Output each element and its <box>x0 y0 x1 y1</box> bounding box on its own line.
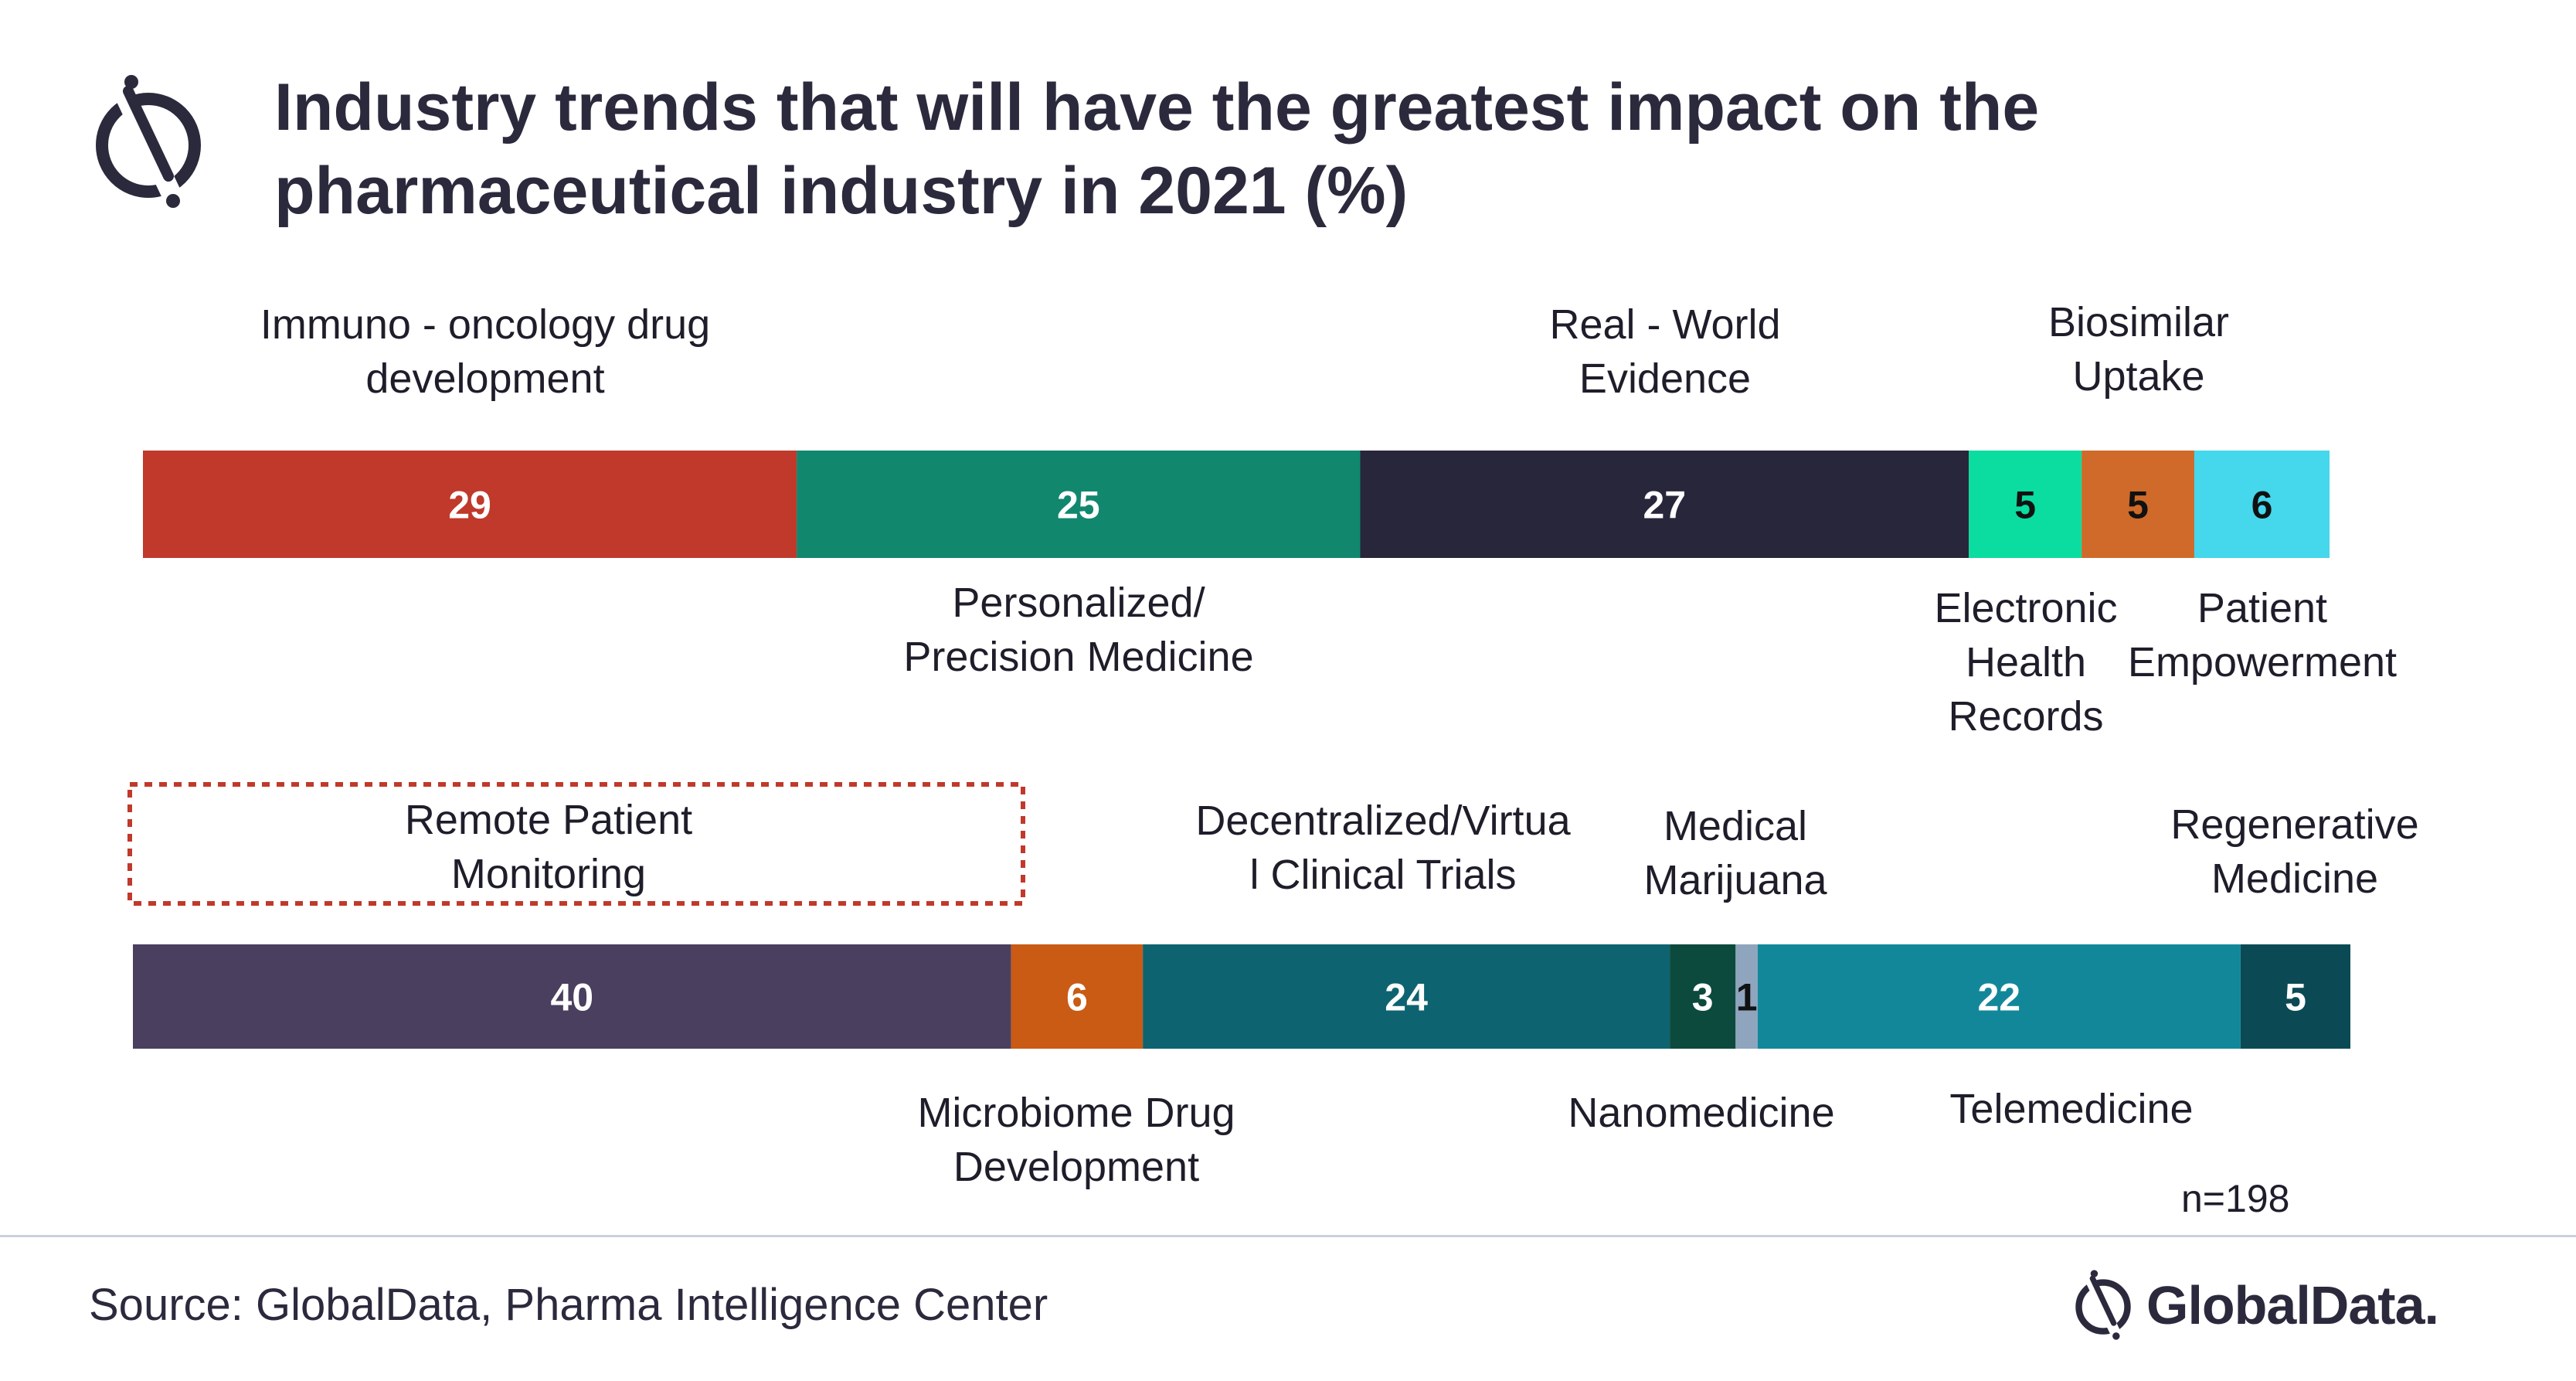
globaldata-mark-icon <box>96 75 201 209</box>
globaldata-mark-icon <box>2075 1270 2131 1340</box>
label-telemedicine: Telemedicine <box>1949 1086 2194 1132</box>
data-label-regenerative-medicine: 5 <box>2285 976 2306 1019</box>
data-label-immuno-oncology-drug-development: 29 <box>448 484 491 527</box>
bar-segment-telemedicine <box>1757 944 2241 1049</box>
label-regenerative-medicine: Regenerative Medicine <box>2170 801 2419 902</box>
data-label-nanomedicine: 1 <box>1736 976 1758 1019</box>
label-patient-empowerment: Patient Empowerment <box>2127 585 2398 685</box>
label-real-world-evidence: Real - World Evidence <box>1549 301 1781 402</box>
data-label-biosimilar-uptake: 5 <box>2127 484 2149 527</box>
label-electronic-health-records: Electronic Health Records <box>1934 585 2118 740</box>
data-label-telemedicine: 22 <box>1977 976 2020 1019</box>
bar-segment-remote-patient-monitoring <box>133 944 1011 1049</box>
chart-title-line-2: pharmaceutical industry in 2021 (%) <box>274 154 1409 228</box>
bar-segment-biosimilar-uptake <box>2082 451 2194 558</box>
label-remote-patient-monitoring: Remote Patient Monitoring <box>404 797 693 897</box>
label-personalized-medicine: Personalized/ Precision Medicine <box>903 580 1254 680</box>
label-microbiome-drug-development: Microbiome Drug Development <box>917 1090 1235 1190</box>
brand-logo: GlobalData. <box>2071 1267 2439 1343</box>
bar-segment-nanomedicine <box>1735 944 1758 1049</box>
label-nanomedicine: Nanomedicine <box>1568 1090 1835 1136</box>
footer-divider <box>0 1235 2576 1237</box>
bar-segment-personalized-precision-medicine <box>797 451 1361 558</box>
bar-segment-regenerative-medicine <box>2240 944 2350 1049</box>
label-biosimilar-uptake: Biosimilar Uptake <box>2048 299 2230 400</box>
source-text: Source: GlobalData, Pharma Intelligence … <box>89 1280 1048 1330</box>
bar-segment-real-world-evidence <box>1360 451 1969 558</box>
data-label-electronic-health-records: 5 <box>2014 484 2036 527</box>
remote-patient-monitoring-highlight-box <box>127 782 1025 906</box>
bar-segment-decentralized-virtual-clinical-trials <box>1143 944 1670 1049</box>
data-label-patient-empowerment: 6 <box>2251 484 2273 527</box>
bar-segment-immuno-oncology-drug-development <box>143 451 797 558</box>
data-label-medical-marijuana: 3 <box>1692 976 1714 1019</box>
bar-segment-medical-marijuana <box>1670 944 1736 1049</box>
bar-segment-microbiome-drug-development <box>1011 944 1144 1049</box>
data-label-real-world-evidence: 27 <box>1643 484 1686 527</box>
label-immuno-oncology: Immuno - oncology drug development <box>260 301 711 402</box>
data-label-decentralized-virtual-clinical-trials: 24 <box>1385 976 1428 1019</box>
data-label-personalized-precision-medicine: 25 <box>1057 484 1100 527</box>
sample-size-note: n=198 <box>2181 1177 2290 1220</box>
chart-title-line-1: Industry trends that will have the great… <box>274 70 2040 145</box>
data-label-microbiome-drug-development: 6 <box>1066 976 1088 1019</box>
bar-segment-patient-empowerment <box>2194 451 2330 558</box>
brand-name: GlobalData. <box>2146 1275 2439 1335</box>
label-medical-marijuana: Medical Marijuana <box>1643 803 1827 903</box>
data-label-remote-patient-monitoring: 40 <box>550 976 593 1019</box>
bar-segment-electronic-health-records <box>1969 451 2082 558</box>
label-decentralized-clinical-trials: Decentralized/Virtua l Clinical Trials <box>1195 798 1571 898</box>
